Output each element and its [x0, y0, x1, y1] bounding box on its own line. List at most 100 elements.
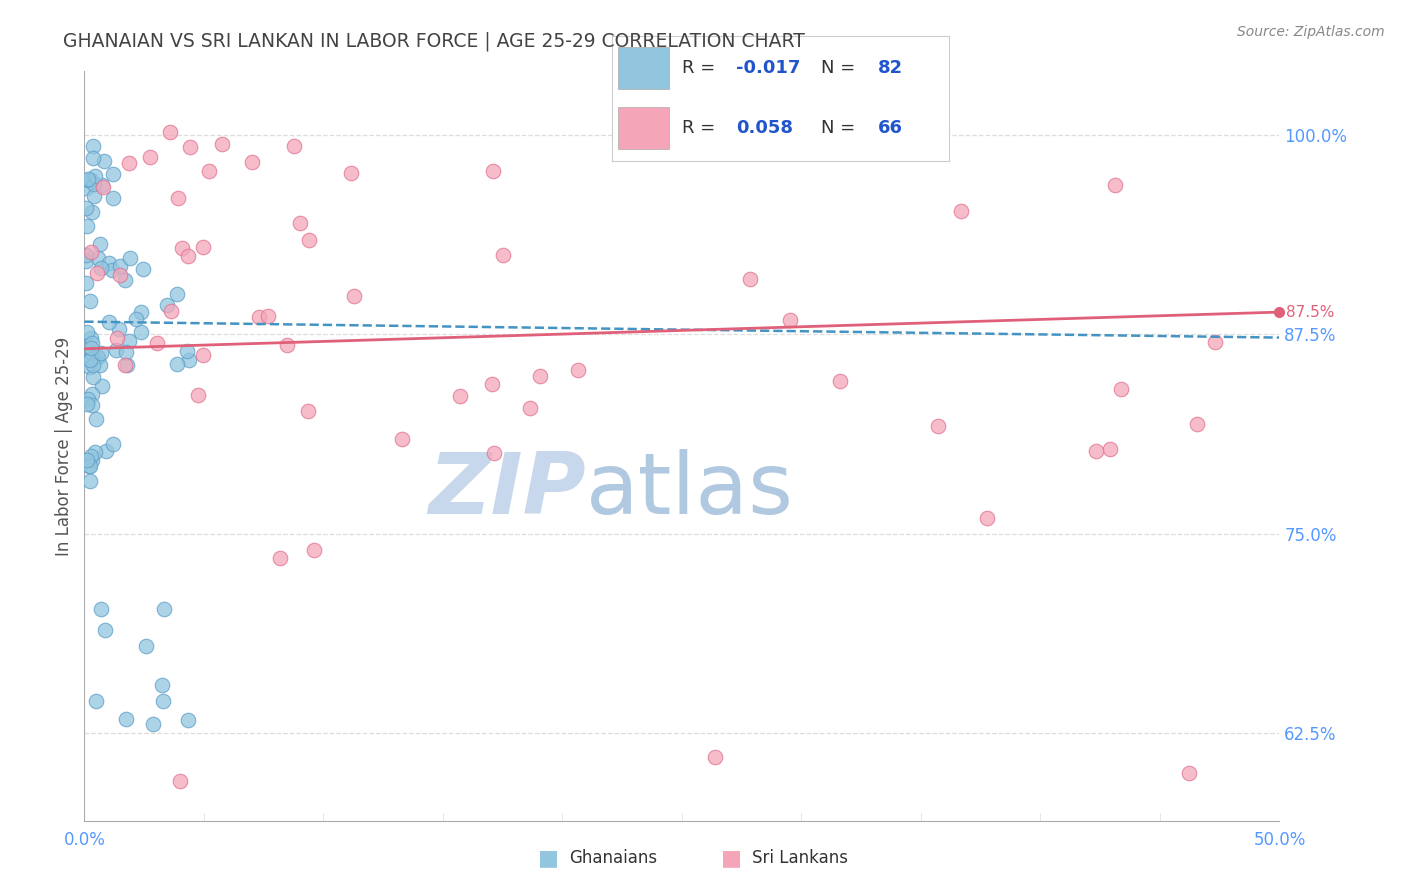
Point	[129, 325, 152, 339]
Point	[211, 136, 233, 151]
Point	[80, 205, 103, 219]
Point	[179, 140, 201, 154]
Point	[142, 716, 165, 731]
Point	[288, 217, 311, 231]
Point	[80, 346, 103, 360]
Point	[77, 392, 100, 406]
Point	[84, 169, 107, 183]
Point	[276, 338, 298, 352]
Point	[75, 248, 97, 262]
Point	[156, 298, 179, 312]
Point	[160, 303, 183, 318]
Point	[89, 346, 111, 360]
Point	[1098, 442, 1121, 457]
Point	[82, 336, 104, 351]
Point	[197, 163, 219, 178]
Point	[90, 379, 112, 393]
Point	[529, 368, 551, 383]
Point	[114, 273, 136, 287]
Point	[80, 398, 103, 412]
Point	[91, 178, 114, 192]
Point	[166, 357, 188, 371]
Point	[86, 266, 108, 280]
Point	[89, 236, 111, 251]
Point	[77, 171, 100, 186]
Point	[138, 150, 160, 164]
Point	[83, 445, 105, 459]
Point	[79, 459, 101, 474]
Point	[177, 352, 200, 367]
Point	[80, 245, 103, 260]
Y-axis label: In Labor Force | Age 25-29: In Labor Force | Age 25-29	[55, 336, 73, 556]
Text: 0.058: 0.058	[737, 120, 793, 137]
Text: N =: N =	[821, 59, 860, 77]
Point	[297, 404, 319, 418]
Point	[114, 345, 136, 359]
Point	[779, 313, 801, 327]
Point	[97, 315, 120, 329]
Point	[1109, 382, 1132, 396]
Point	[152, 694, 174, 708]
Point	[82, 139, 104, 153]
Point	[125, 311, 148, 326]
Point	[131, 305, 153, 319]
Point	[519, 401, 541, 415]
Point	[391, 433, 413, 447]
Point	[101, 191, 124, 205]
Point	[75, 276, 97, 290]
Point	[80, 351, 103, 365]
Point	[166, 287, 188, 301]
Point	[830, 375, 852, 389]
Point	[150, 677, 173, 691]
Point	[86, 694, 108, 708]
Point	[75, 181, 97, 195]
Point	[283, 139, 305, 153]
Point	[1104, 178, 1126, 192]
Point	[82, 370, 104, 384]
Text: N =: N =	[821, 120, 860, 137]
Point	[80, 453, 103, 467]
Point	[76, 397, 98, 411]
Text: GHANAIAN VS SRI LANKAN IN LABOR FORCE | AGE 25-29 CORRELATION CHART: GHANAIAN VS SRI LANKAN IN LABOR FORCE | …	[63, 31, 806, 51]
Point	[118, 334, 141, 349]
Point	[108, 268, 131, 282]
Point	[177, 249, 200, 263]
Point	[82, 386, 104, 401]
Point	[101, 167, 124, 181]
Point	[107, 331, 129, 345]
Point	[89, 358, 111, 372]
Point	[83, 177, 105, 191]
Point	[80, 341, 103, 355]
Point	[302, 542, 325, 557]
Point	[90, 602, 112, 616]
Point	[482, 446, 505, 460]
Point	[976, 510, 998, 524]
Point	[1185, 417, 1208, 431]
Point	[166, 191, 188, 205]
Point	[269, 550, 291, 565]
Point	[98, 256, 121, 270]
Point	[339, 166, 361, 180]
Text: ■: ■	[538, 848, 558, 868]
Point	[257, 309, 280, 323]
Point	[86, 349, 108, 363]
Point	[79, 360, 101, 375]
Point	[105, 343, 128, 357]
Point	[90, 260, 112, 275]
Point	[567, 363, 589, 377]
Point	[77, 458, 100, 473]
Point	[75, 201, 97, 215]
Point	[94, 444, 117, 458]
Point	[492, 247, 515, 261]
Point	[170, 241, 193, 255]
Text: Source: ZipAtlas.com: Source: ZipAtlas.com	[1237, 25, 1385, 39]
Point	[82, 358, 104, 372]
Point	[169, 773, 191, 788]
Point	[949, 203, 972, 218]
Point	[247, 310, 270, 324]
Point	[1178, 765, 1201, 780]
Text: R =: R =	[682, 120, 721, 137]
Point	[77, 172, 100, 186]
Text: 66: 66	[879, 120, 903, 137]
Point	[1204, 334, 1226, 349]
